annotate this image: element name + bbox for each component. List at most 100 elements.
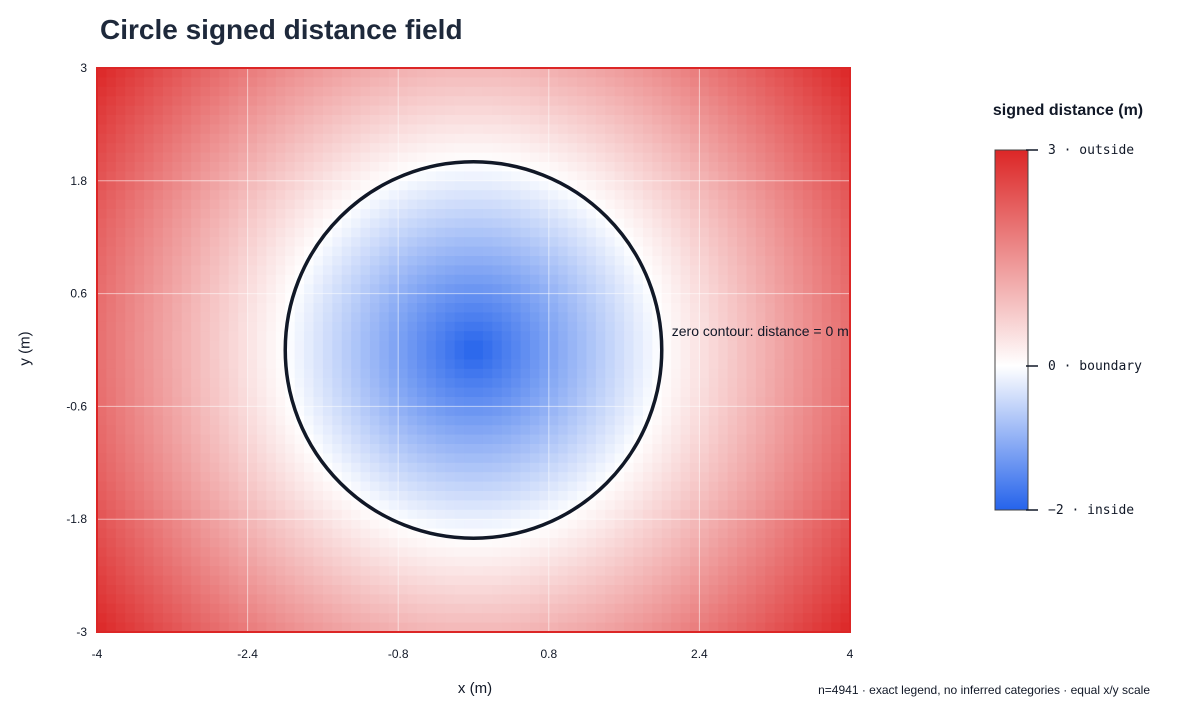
heatmap-cell [746, 171, 757, 182]
heatmap-cell [501, 86, 512, 97]
heatmap-cell [642, 556, 653, 567]
heatmap-cell [351, 124, 362, 135]
heatmap-cell [379, 171, 390, 182]
heatmap-cell [746, 133, 757, 144]
heatmap-cell [417, 227, 428, 238]
heatmap-cell [209, 105, 220, 116]
heatmap-cell [765, 218, 776, 229]
heatmap-cell [360, 293, 371, 304]
heatmap-cell [341, 77, 352, 88]
heatmap-cell [388, 312, 399, 323]
heatmap-cell [473, 556, 484, 567]
heatmap-cell [727, 566, 738, 577]
heatmap-cell [322, 547, 333, 558]
heatmap-cell [125, 227, 136, 238]
heatmap-cell [727, 397, 738, 407]
heatmap-cell [360, 491, 371, 501]
heatmap-cell [708, 133, 719, 144]
heatmap-cell [548, 415, 559, 426]
heatmap-cell [539, 227, 550, 238]
heatmap-cell [407, 566, 418, 577]
heatmap-cell [106, 509, 117, 520]
heatmap-cell [115, 415, 126, 426]
heatmap-cell [238, 303, 249, 313]
heatmap-cell [369, 77, 380, 88]
heatmap-cell [257, 303, 268, 313]
heatmap-cell [727, 453, 738, 464]
heatmap-cell [360, 152, 371, 163]
heatmap-cell [360, 509, 371, 520]
heatmap-cell [172, 547, 183, 558]
heatmap-cell [511, 115, 522, 125]
heatmap-cell [228, 190, 239, 201]
heatmap-cell [765, 415, 776, 426]
heatmap-cell [501, 124, 512, 135]
heatmap-cell [407, 613, 418, 624]
heatmap-cell [595, 585, 606, 595]
heatmap-cell [680, 265, 691, 276]
heatmap-cell [652, 359, 663, 370]
heatmap-cell [313, 265, 324, 276]
heatmap-cell [633, 340, 644, 351]
heatmap-cell [294, 387, 305, 398]
heatmap-cell [464, 68, 475, 78]
heatmap-cell [718, 359, 729, 370]
heatmap-cell [304, 96, 315, 107]
heatmap-cell [680, 68, 691, 78]
heatmap-cell [539, 528, 550, 539]
heatmap-cell [162, 218, 173, 229]
heatmap-cell [97, 594, 108, 605]
heatmap-cell [247, 387, 258, 398]
heatmap-cell [624, 538, 635, 548]
heatmap-cell [699, 556, 710, 567]
heatmap-cell [322, 397, 333, 407]
heatmap-cell [144, 209, 155, 219]
heatmap-cell [577, 472, 588, 483]
heatmap-cell [624, 340, 635, 351]
heatmap-cell [765, 162, 776, 172]
heatmap-cell [341, 274, 352, 285]
heatmap-cell [388, 594, 399, 605]
heatmap-cell [624, 86, 635, 97]
heatmap-cell [831, 387, 842, 398]
heatmap-cell [492, 500, 503, 511]
heatmap-cell [520, 387, 531, 398]
heatmap-cell [191, 68, 202, 78]
heatmap-cell [642, 96, 653, 107]
heatmap-cell [407, 556, 418, 567]
heatmap-cell [172, 274, 183, 285]
heatmap-cell [238, 331, 249, 342]
heatmap-cell [464, 481, 475, 492]
heatmap-cell [407, 218, 418, 229]
heatmap-cell [501, 274, 512, 285]
heatmap-cell [793, 340, 804, 351]
heatmap-cell [332, 143, 343, 154]
heatmap-cell [624, 77, 635, 88]
heatmap-cell [737, 331, 748, 342]
heatmap-cell [115, 274, 126, 285]
heatmap-cell [228, 265, 239, 276]
heatmap-cell [209, 368, 220, 379]
heatmap-cell [567, 509, 578, 520]
heatmap-cell [539, 190, 550, 201]
heatmap-cell [341, 340, 352, 351]
heatmap-cell [445, 246, 456, 257]
heatmap-cell [238, 500, 249, 511]
heatmap-cell [511, 566, 522, 577]
heatmap-cell [605, 171, 616, 182]
heatmap-cell [388, 481, 399, 492]
heatmap-cell [661, 209, 672, 219]
heatmap-cell [765, 209, 776, 219]
heatmap-cell [821, 359, 832, 370]
heatmap-cell [774, 575, 785, 586]
heatmap-cell [209, 481, 220, 492]
y-tick-label: 3 [80, 61, 87, 75]
heatmap-cell [558, 425, 569, 436]
heatmap-cell [558, 162, 569, 172]
heatmap-cell [417, 86, 428, 97]
heatmap-cell [426, 491, 437, 501]
heatmap-cell [144, 415, 155, 426]
heatmap-cell [737, 312, 748, 323]
heatmap-cell [595, 509, 606, 520]
heatmap-cell [134, 68, 145, 78]
